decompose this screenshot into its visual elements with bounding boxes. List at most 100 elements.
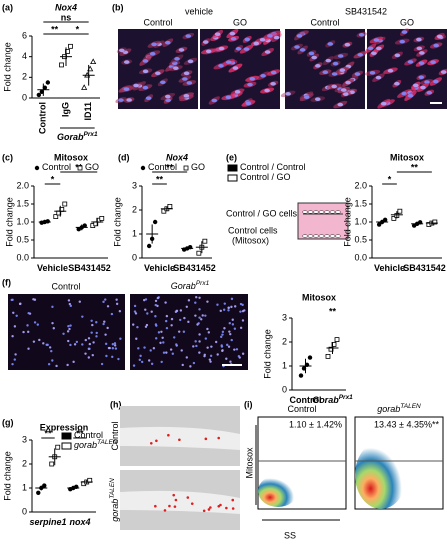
legend-label-base: Control — [74, 430, 103, 440]
legend-label-sup: TALEN — [97, 439, 118, 446]
nucleus — [144, 325, 148, 329]
y-tick-label: 1 — [282, 360, 287, 370]
x-tick-label: SB431542 — [403, 263, 446, 273]
nucleus — [110, 312, 114, 316]
nucleus — [95, 331, 98, 335]
nucleus — [401, 30, 408, 34]
nucleus — [232, 66, 239, 70]
nucleus — [394, 53, 401, 58]
nucleus — [206, 346, 209, 349]
nucleus — [192, 361, 196, 365]
nucleus — [407, 60, 414, 64]
nucleus — [67, 325, 70, 328]
significance-label: ** — [51, 24, 59, 34]
diagram-label: Control cells — [228, 225, 278, 235]
nucleus — [170, 324, 173, 327]
significance-label: ** — [156, 174, 164, 184]
cell — [324, 234, 330, 238]
nucleus — [165, 326, 169, 330]
nucleus — [227, 306, 230, 310]
nucleus — [394, 81, 400, 86]
nucleus — [380, 101, 387, 106]
data-point — [45, 219, 50, 224]
nucleus — [233, 305, 237, 308]
y-tick-label: 1.5 — [16, 198, 29, 208]
nucleus — [92, 341, 95, 344]
legend-swatch — [227, 164, 238, 172]
nucleus — [173, 66, 179, 71]
nucleus — [164, 301, 167, 304]
nucleus — [146, 312, 149, 315]
nucleus — [164, 40, 171, 45]
nucleus — [165, 314, 169, 318]
legend-label-base: GO — [85, 162, 99, 172]
well — [297, 202, 349, 240]
nucleus — [69, 304, 73, 308]
nucleus — [314, 97, 321, 102]
nucleus — [84, 352, 87, 355]
image-label: Control — [51, 281, 80, 291]
image-label: gorabTALEN — [377, 403, 421, 414]
nucleus — [210, 345, 213, 348]
nucleus — [185, 305, 188, 309]
nucleus — [241, 319, 245, 322]
nucleus — [367, 46, 374, 51]
nucleus — [221, 349, 224, 353]
nucleus — [198, 296, 201, 299]
nucleus — [48, 346, 52, 349]
nucleus — [205, 49, 212, 54]
nucleus — [424, 80, 430, 84]
nucleus — [223, 327, 226, 330]
nucleus — [418, 61, 425, 65]
x-tick-label: serpine1 — [29, 517, 66, 527]
nucleus — [344, 42, 351, 47]
image-label-sup: TALEN — [109, 478, 116, 499]
nucleus — [228, 322, 231, 325]
nucleus — [162, 341, 165, 344]
y-tick-label: 2 — [22, 458, 27, 468]
nucleus — [195, 296, 198, 299]
red-dot — [231, 507, 235, 510]
data-point — [99, 215, 105, 221]
image-label: GorabPrx1 — [171, 280, 210, 291]
nucleus — [68, 302, 72, 306]
nucleus — [12, 311, 15, 315]
nucleus — [142, 85, 149, 90]
nucleus — [155, 337, 158, 340]
nucleus — [19, 302, 22, 305]
panel-label: (c) — [2, 152, 13, 162]
nucleus — [369, 71, 376, 75]
nucleus — [123, 60, 130, 64]
data-point — [81, 84, 88, 90]
data-point — [376, 222, 382, 227]
flow-density — [258, 475, 298, 507]
panel-label: (b) — [112, 2, 124, 12]
y-tick-label: 1.0 — [354, 216, 367, 226]
nucleus — [108, 346, 111, 350]
red-dot — [186, 496, 190, 499]
nucleus — [185, 34, 192, 38]
nucleus — [143, 346, 146, 349]
nucleus — [239, 310, 242, 313]
nucleus — [126, 98, 132, 102]
data-point — [382, 217, 388, 223]
nucleus — [440, 70, 447, 74]
red-dot — [163, 509, 167, 512]
nucleus — [100, 362, 104, 366]
cell — [302, 210, 308, 214]
cell — [318, 210, 325, 214]
nucleus — [136, 325, 139, 329]
nucleus — [231, 318, 234, 321]
nucleus — [230, 36, 237, 41]
data-point — [334, 337, 340, 343]
red-dot — [174, 498, 178, 502]
nucleus — [32, 340, 36, 343]
nucleus — [228, 330, 231, 333]
nucleus — [179, 309, 183, 312]
red-dot — [207, 508, 211, 511]
x-tick-label-base: Vehicle — [37, 263, 68, 273]
chart-title: Nox4 — [166, 152, 188, 162]
nucleus — [135, 337, 138, 340]
legend-marker — [34, 165, 40, 171]
nucleus — [270, 70, 277, 75]
